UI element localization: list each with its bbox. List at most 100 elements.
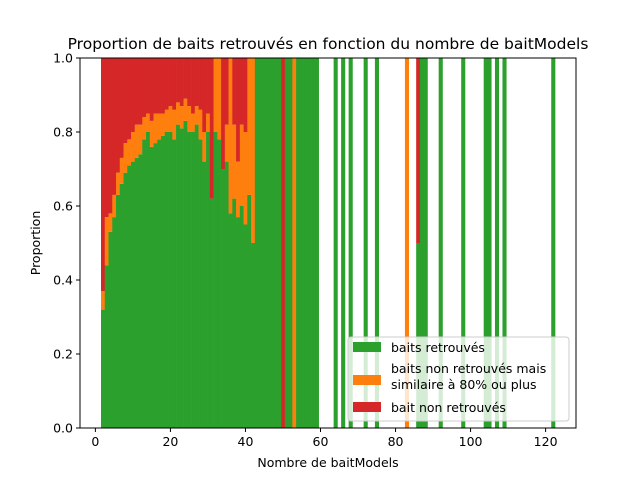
bar-segment-found bbox=[168, 132, 173, 428]
legend-box bbox=[347, 336, 570, 422]
bar-segment-found bbox=[187, 132, 192, 428]
bar-segment-found bbox=[179, 128, 184, 429]
bar-segment-found bbox=[146, 132, 151, 428]
bar-segment-found bbox=[251, 243, 256, 428]
chart-title: Proportion de baits retrouvés en fonctio… bbox=[68, 35, 589, 53]
bar-segment-similar bbox=[138, 124, 143, 155]
bar-segment-similar bbox=[116, 172, 121, 195]
bar-segment-found bbox=[483, 58, 488, 428]
bar-segment-found bbox=[108, 231, 113, 428]
bar-segment-found bbox=[164, 132, 169, 428]
x-axis-ticks: 0 20 40 60 80 100 120 bbox=[91, 428, 558, 449]
bar-segment-not-found bbox=[127, 58, 132, 140]
bar-segment-similar bbox=[176, 102, 181, 125]
bar-segment-found bbox=[142, 139, 147, 428]
bar-segment-found bbox=[217, 139, 222, 428]
bar-segment-found bbox=[494, 58, 500, 428]
bar-segment-found bbox=[416, 243, 421, 428]
bar-segment-not-found bbox=[281, 58, 286, 428]
bar-segment-found bbox=[277, 58, 282, 428]
bar-segment-similar bbox=[404, 58, 410, 428]
y-tick-label: 0.0 bbox=[53, 421, 73, 436]
bar-segment-found bbox=[269, 58, 274, 428]
bar-segment-similar bbox=[251, 58, 256, 243]
bar-segment-found bbox=[202, 161, 207, 428]
bar-segment-found bbox=[254, 58, 259, 428]
y-tick-label: 0.2 bbox=[53, 347, 73, 362]
bar-segment-found bbox=[213, 132, 218, 428]
bar-segment-found bbox=[438, 58, 443, 428]
bar-segment-found bbox=[243, 224, 248, 428]
bar-segment-found bbox=[131, 161, 136, 428]
bar-segment-not-found bbox=[142, 58, 147, 118]
bar-segment-found bbox=[374, 58, 379, 428]
bar-segment-similar bbox=[247, 58, 252, 195]
bar-segment-found bbox=[194, 124, 199, 428]
bar-segment-found bbox=[191, 132, 196, 428]
bar-segment-not-found bbox=[168, 58, 173, 107]
bar-segment-found bbox=[239, 206, 244, 428]
bar-segment-similar bbox=[236, 161, 241, 218]
bar-segment-not-found bbox=[112, 58, 117, 195]
bar-segment-not-found bbox=[416, 58, 421, 243]
bar-segment-similar bbox=[134, 124, 139, 158]
legend: baits retrouvés baits non retrouvés mais s… bbox=[347, 336, 570, 422]
bar-segment-similar bbox=[157, 113, 162, 140]
bar-segment-not-found bbox=[146, 58, 151, 114]
bar-segment-similar bbox=[183, 98, 188, 121]
bar-segment-similar bbox=[198, 109, 203, 140]
bar-segment-found bbox=[423, 58, 428, 428]
legend-label: baits non retrouvés mais similaire à 80% … bbox=[391, 361, 546, 392]
bar-segment-found bbox=[288, 58, 293, 428]
bar-segment-found bbox=[198, 139, 203, 428]
bar-segment-found bbox=[341, 58, 346, 428]
bar-segment-not-found bbox=[161, 58, 166, 114]
bar-segment-similar bbox=[146, 113, 151, 132]
bar-segment-found bbox=[307, 58, 312, 428]
bar-segment-similar bbox=[202, 132, 207, 162]
bar-segment-found bbox=[183, 120, 188, 429]
bar-segment-found bbox=[296, 58, 301, 428]
bar-segment-found bbox=[119, 183, 124, 428]
bar-segment-similar bbox=[153, 113, 158, 144]
bar-segment-not-found bbox=[123, 58, 128, 144]
bar-segment-found bbox=[224, 161, 229, 428]
bar-segment-found bbox=[127, 165, 132, 429]
bar-segment-similar bbox=[112, 194, 117, 218]
bar-segment-similar bbox=[104, 217, 109, 266]
bar-segment-similar bbox=[213, 58, 218, 132]
bar-segment-similar bbox=[206, 113, 211, 132]
bar-segment-similar bbox=[149, 120, 154, 147]
legend-label: baits retrouvés bbox=[391, 340, 485, 355]
bar-segment-found bbox=[134, 157, 139, 428]
bar-segment-not-found bbox=[108, 58, 113, 214]
legend-swatch bbox=[353, 375, 381, 385]
bar-segment-found bbox=[487, 58, 492, 428]
bar-segment-not-found bbox=[179, 58, 184, 107]
bar-segment-not-found bbox=[172, 58, 177, 110]
bar-segment-not-found bbox=[104, 58, 109, 218]
bar-segment-found bbox=[348, 58, 353, 428]
bar-segment-found bbox=[101, 309, 106, 428]
bar-segment-found bbox=[123, 172, 128, 428]
legend-label: bait non retrouvés bbox=[391, 400, 506, 415]
bar-segment-similar bbox=[131, 132, 136, 162]
bar-segment-found bbox=[161, 135, 166, 428]
bar-segment-similar bbox=[179, 106, 184, 129]
bar-segment-found bbox=[112, 217, 117, 428]
bar-segment-found bbox=[228, 213, 233, 428]
bar-segment-similar bbox=[108, 213, 113, 232]
bar-segment-found bbox=[236, 217, 241, 428]
x-tick-label: 60 bbox=[313, 434, 329, 449]
x-tick-label: 20 bbox=[162, 434, 178, 449]
bar-segment-not-found bbox=[164, 58, 169, 110]
bar-segment-not-found bbox=[202, 58, 207, 132]
x-tick-label: 100 bbox=[459, 434, 483, 449]
bar-segment-not-found bbox=[191, 58, 196, 114]
legend-swatch bbox=[353, 342, 381, 352]
bar-segment-not-found bbox=[198, 58, 203, 110]
bar-segment-not-found bbox=[157, 58, 162, 114]
bar-segment-similar bbox=[119, 157, 124, 184]
y-tick-label: 0.8 bbox=[53, 125, 73, 140]
bar-segment-found bbox=[266, 58, 271, 428]
